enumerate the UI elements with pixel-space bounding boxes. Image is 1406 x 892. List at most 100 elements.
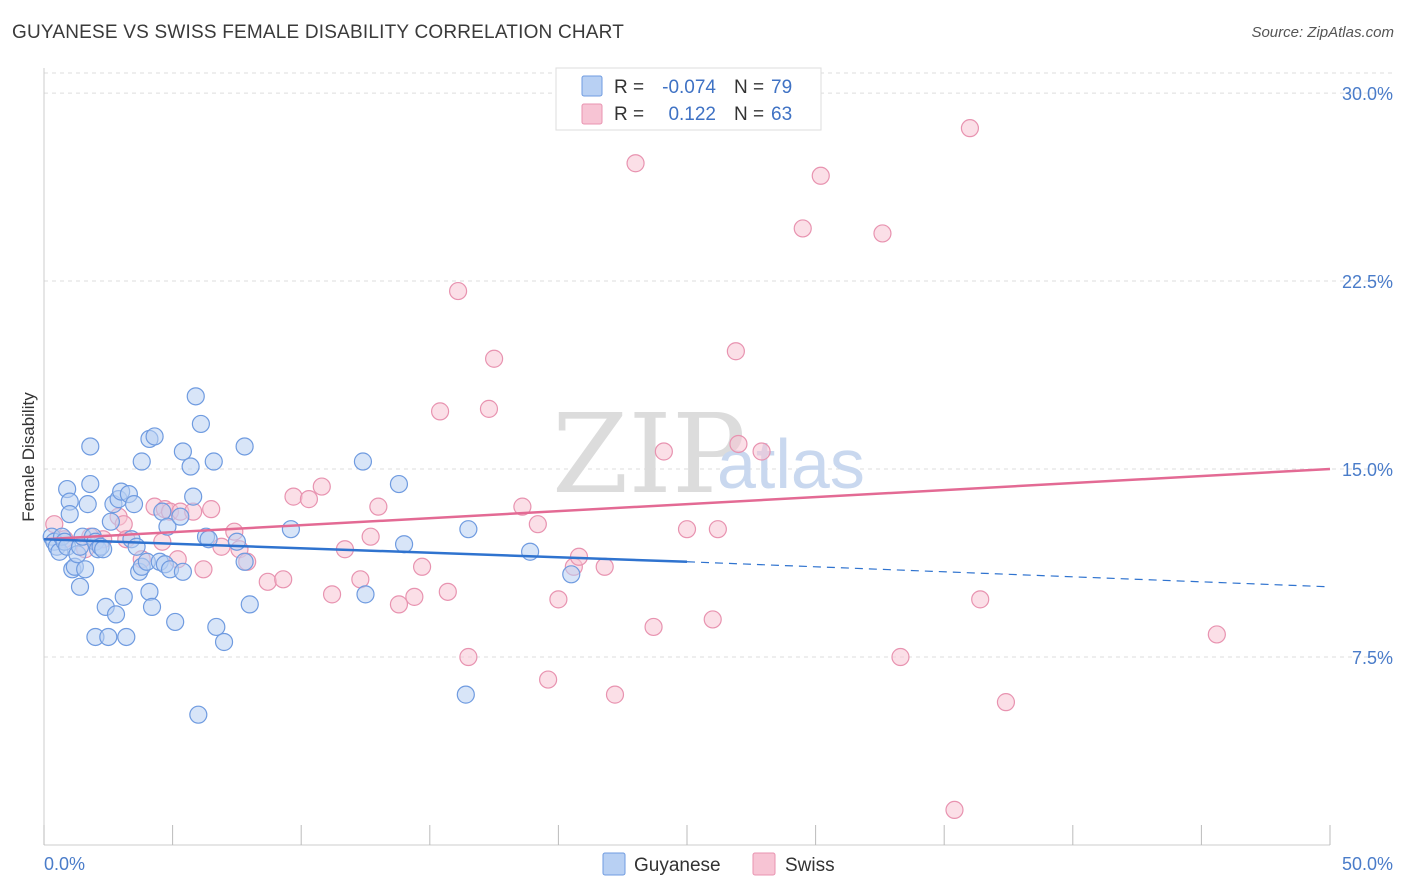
bottom-legend-swatch-swiss [752, 852, 776, 876]
swiss-point [258, 572, 277, 591]
swiss-point [945, 800, 964, 820]
swiss-point [595, 557, 614, 576]
swiss-point [626, 154, 645, 173]
swiss-point [312, 477, 331, 496]
swiss-point [528, 515, 547, 534]
legend-swatch-guyanese [581, 75, 603, 97]
guyanese-point [459, 520, 478, 539]
guyanese-trend-line [43, 537, 688, 564]
guyanese-point [145, 427, 164, 446]
swiss-point [644, 617, 663, 637]
y-tick-label: 30.0% [1342, 84, 1393, 104]
swiss-point [412, 557, 432, 576]
swiss-point [438, 582, 457, 601]
swiss-point [793, 219, 812, 238]
guyanese-trend-extension [686, 561, 1331, 588]
guyanese-point [173, 442, 192, 461]
y-tick-labels: 7.5% 15.0% 22.5% 30.0% [1342, 84, 1393, 668]
swiss-point [996, 693, 1016, 712]
swiss-point [654, 442, 673, 461]
legend-r-value-swiss: 0.122 [668, 104, 716, 125]
swiss-point [202, 500, 221, 519]
guyanese-point [353, 452, 373, 471]
guyanese-point [166, 612, 185, 632]
guyanese-point [204, 452, 223, 471]
guyanese-point [173, 562, 192, 581]
guyanese-point [171, 507, 190, 526]
swiss-point [448, 281, 468, 301]
swiss-point [351, 570, 370, 589]
swiss-point [1207, 625, 1226, 644]
guyanese-point [207, 617, 226, 637]
swiss-point [284, 487, 303, 506]
swiss-point [459, 647, 478, 667]
trend-lines [43, 467, 1331, 588]
guyanese-point [240, 595, 259, 614]
guyanese-point [124, 495, 144, 514]
swiss-point [873, 224, 892, 243]
swiss-point [274, 570, 293, 589]
guyanese-point [101, 512, 120, 531]
legend-n-label-guyanese: N = [734, 77, 764, 98]
legend-top: R = -0.074 N = 79 R = 0.122 N = 63 [555, 67, 822, 131]
guyanese-point [117, 627, 136, 647]
guyanese-point [114, 587, 133, 606]
source-label: Source: ZipAtlas.com [1251, 24, 1394, 41]
bottom-legend-label-guyanese: Guyanese [634, 855, 721, 876]
swiss-point [960, 119, 980, 138]
swiss-point [677, 520, 697, 539]
guyanese-point [60, 505, 79, 524]
guyanese-point [158, 517, 177, 536]
swiss-point [605, 685, 625, 704]
guyanese-point [142, 597, 162, 616]
guyanese-point [94, 540, 113, 559]
y-tick-label: 15.0% [1342, 460, 1393, 480]
guyanese-point [235, 552, 254, 571]
guyanese-point [281, 520, 301, 539]
guyanese-point [562, 565, 581, 584]
swiss-point [479, 399, 499, 418]
swiss-point [811, 166, 830, 185]
swiss-point [153, 532, 172, 551]
guyanese-point [227, 532, 246, 551]
guyanese-point [99, 627, 118, 647]
guyanese-point [127, 537, 146, 556]
guyanese-point [81, 474, 100, 494]
guyanese-point [184, 487, 203, 506]
legend-n-value-swiss: 63 [771, 104, 792, 125]
legend-n-value-guyanese: 79 [771, 77, 792, 98]
legend-r-label-guyanese: R = [614, 77, 644, 98]
guyanese-point [132, 452, 151, 471]
swiss-point [389, 595, 409, 614]
swiss-point [194, 560, 213, 579]
guyanese-point [153, 502, 172, 521]
guyanese-point [181, 457, 200, 476]
swiss-point [369, 497, 388, 516]
legend-r-value-guyanese: -0.074 [662, 77, 716, 98]
swiss-point [752, 442, 771, 461]
swiss-point [703, 610, 722, 629]
guyanese-point [186, 387, 205, 406]
swiss-point [485, 349, 504, 368]
x-tick-label-min: 0.0% [44, 854, 85, 874]
swiss-point [549, 590, 568, 609]
swiss-trend-line [43, 467, 1331, 541]
guyanese-point [456, 685, 475, 704]
guyanese-point [394, 535, 414, 554]
watermark-zip: ZIP [552, 390, 746, 518]
legend-swatch-swiss [581, 103, 603, 125]
swiss-point [405, 587, 424, 606]
swiss-point [513, 497, 532, 516]
bottom-legend-swatch-guyanese [602, 852, 626, 876]
guyanese-point [76, 560, 95, 579]
x-tick-label-max: 50.0% [1342, 854, 1393, 874]
swiss-point [726, 342, 745, 361]
bottom-legend-label-swiss: Swiss [785, 855, 835, 876]
guyanese-point [78, 495, 97, 514]
y-axis-title: Female Disability [19, 392, 38, 522]
swiss-points [45, 119, 1226, 820]
legend-n-label-swiss: N = [734, 104, 764, 125]
guyanese-point [191, 414, 210, 434]
guyanese-point [356, 585, 375, 604]
